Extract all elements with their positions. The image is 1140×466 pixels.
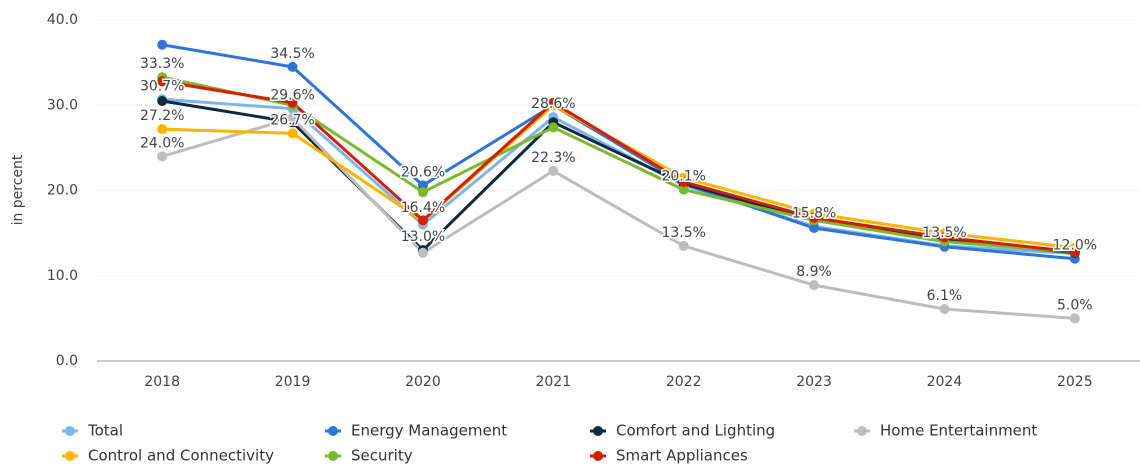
data-label: 15.8% [792,205,836,221]
data-point [157,76,168,87]
data-label: 5.0% [1057,297,1093,313]
data-point [417,247,428,258]
data-point [157,39,168,50]
data-point [939,232,950,243]
legend-symbol [65,426,75,436]
data-point [287,97,298,108]
data-label: 6.1% [927,288,963,304]
series-line [161,116,1075,320]
legend-item: Comfort and Lighting [590,422,775,440]
data-label: 20.6% [401,164,445,180]
data-label: 8.9% [796,264,832,280]
legend-label: Total [87,422,123,440]
data-label: 26.7% [270,112,314,128]
data-point [678,184,689,195]
data-label: 34.5% [270,46,314,62]
data-point [1069,246,1080,257]
data-label: 24.0% [140,135,184,151]
x-tick-label: 2021 [535,374,571,390]
legend-symbol [593,451,603,461]
legend-label: Control and Connectivity [88,447,274,465]
data-point [157,124,168,135]
x-tick-label: 2018 [144,374,180,390]
data-point [1069,313,1080,324]
data-label: 29.6% [270,88,314,104]
series-line [161,43,1075,261]
data-label: 28.6% [531,96,575,112]
legend-item: Energy Management [325,422,507,440]
data-point [548,165,559,176]
legend-symbol [328,451,338,461]
data-point [417,187,428,198]
legend-symbol [65,451,75,461]
data-point [417,215,428,226]
x-tick-label: 2023 [796,374,832,390]
x-tick-label: 2024 [927,374,963,390]
y-axis-title: in percent [10,154,26,225]
legend-label: Home Entertainment [880,422,1037,440]
data-label: 20.1% [661,169,705,185]
legend-item: Control and Connectivity [62,447,274,465]
data-point [287,113,298,124]
data-point [157,151,168,162]
data-label: 30.7% [140,78,184,94]
data-label: 13.5% [661,225,705,241]
data-point [678,176,689,187]
x-tick-label: 2022 [666,374,702,390]
y-tick-label: 40.0 [47,12,78,28]
data-label: 16.4% [401,200,445,216]
data-point [287,128,298,139]
data-label: 27.2% [140,108,184,124]
legend-label: Energy Management [351,422,507,440]
x-tick-label: 2025 [1057,374,1093,390]
data-label: 22.3% [531,150,575,166]
data-point [157,95,168,106]
data-point [678,240,689,251]
x-tick-label: 2020 [405,374,441,390]
data-point [287,61,298,72]
data-point [809,212,820,223]
legend-symbol [593,426,603,436]
data-point [809,223,820,234]
legend-label: Smart Appliances [616,447,748,465]
y-tick-label: 20.0 [47,183,78,199]
data-point [809,280,820,291]
series-line [161,75,1075,254]
data-point [939,303,950,314]
y-tick-label: 30.0 [47,97,78,113]
data-label: 33.3% [140,56,184,72]
legend-item: Smart Appliances [590,447,748,465]
x-tick-label: 2019 [275,374,311,390]
legend-item: Home Entertainment [854,422,1037,440]
legend-label: Security [351,447,413,465]
data-label: 13.0% [401,229,445,245]
data-point [548,97,559,108]
y-tick-label: 10.0 [47,268,78,284]
data-label: 12.0% [1053,238,1097,254]
data-label: 13.5% [922,225,966,241]
series-line [161,79,1075,254]
legend-item: Total [62,422,123,440]
legend-item: Security [325,447,413,465]
y-tick-label: 0.0 [56,353,78,369]
legend-label: Comfort and Lighting [616,422,775,440]
legend-symbol [857,426,867,436]
data-point [548,122,559,133]
legend-symbol [328,426,338,436]
